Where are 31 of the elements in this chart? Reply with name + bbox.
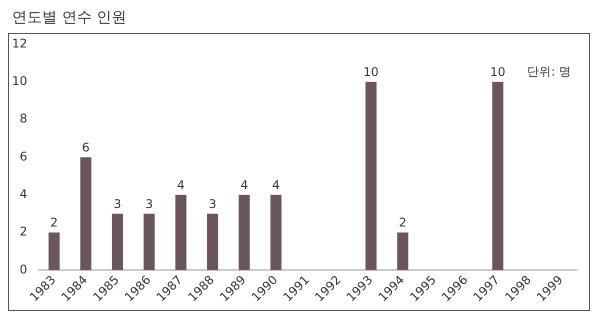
chart-title: 연도별 연수 인원 xyxy=(12,8,128,27)
y-tick-label: 0 xyxy=(20,262,28,276)
bar xyxy=(144,214,155,270)
bar xyxy=(365,82,377,270)
bar xyxy=(270,194,282,270)
y-tick-label: 12 xyxy=(12,36,28,50)
bar xyxy=(207,214,218,270)
bar xyxy=(175,194,186,270)
y-tick-label: 8 xyxy=(20,112,28,126)
data-label: 3 xyxy=(145,196,154,211)
bar xyxy=(48,232,60,270)
annotation: 단위: 명 xyxy=(527,64,571,78)
bar xyxy=(492,82,504,270)
y-tick-label: 4 xyxy=(20,187,28,202)
bar xyxy=(112,214,124,270)
y-tick-label: 6 xyxy=(20,149,28,164)
data-label: 10 xyxy=(490,64,506,79)
data-label: 3 xyxy=(114,196,122,211)
data-label: 4 xyxy=(177,178,185,192)
data-label: 6 xyxy=(82,140,90,154)
bar xyxy=(397,232,408,270)
data-label: 4 xyxy=(240,178,248,192)
data-label: 10 xyxy=(363,64,379,79)
data-label: 4 xyxy=(272,178,280,192)
bar xyxy=(80,157,92,270)
y-tick-label: 2 xyxy=(20,224,28,239)
data-label: 2 xyxy=(50,216,58,230)
y-tick-label: 10 xyxy=(12,74,28,88)
data-label: 2 xyxy=(398,216,407,230)
bar xyxy=(238,194,250,270)
data-label: 3 xyxy=(208,196,216,211)
